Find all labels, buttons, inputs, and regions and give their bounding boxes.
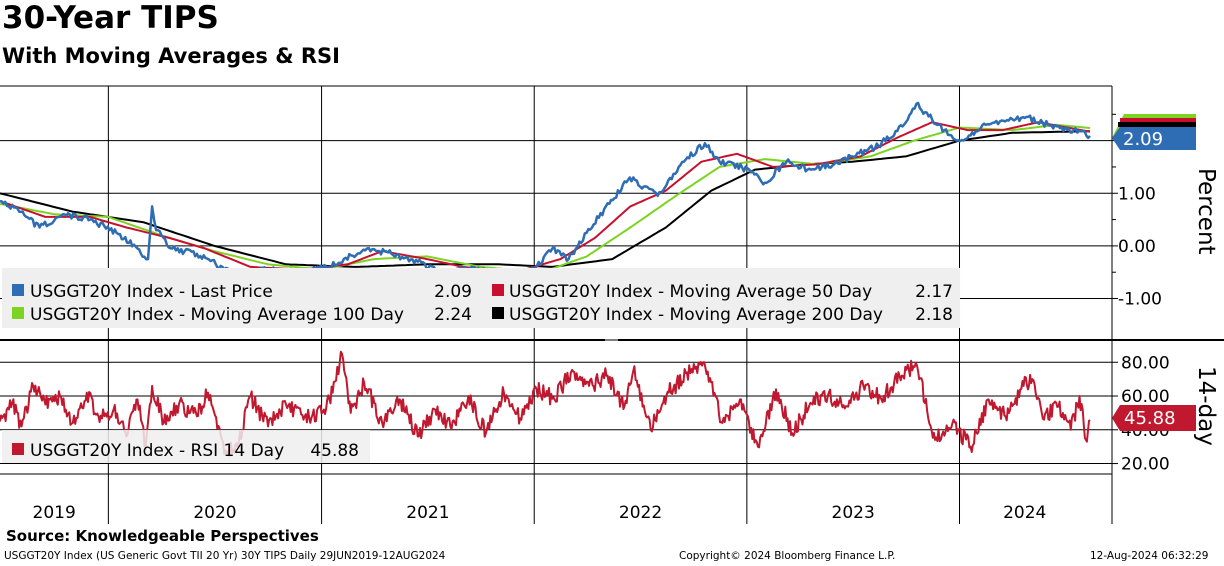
legend-value-ma200: 2.18 [915,305,953,325]
series-line-ma50 [0,121,1091,274]
year-label: 2024 [1003,503,1046,523]
legend-swatch-ma50 [492,284,504,296]
legend-label-rsi: USGGT20Y Index - RSI 14 Day [30,441,284,461]
legend-swatch-rsi [12,443,24,455]
legend-label-last-price: USGGT20Y Index - Last Price [30,282,273,302]
legend-label-ma200: USGGT20Y Index - Moving Average 200 Day [509,305,883,325]
price-series-group [0,101,1091,279]
legend-label-ma100: USGGT20Y Index - Moving Average 100 Day [30,305,404,325]
series-line-ma100 [0,123,1091,274]
rsi-last-value-badge: 45.88 [1112,405,1196,431]
year-label: 2023 [832,503,875,523]
rsi-badge-bg [1112,405,1196,431]
chart-subtitle: With Moving Averages & RSI [2,44,340,68]
price-badge-value: 2.09 [1123,129,1163,150]
year-labels: 2019 2020 2021 2022 2023 2024 [33,503,1047,523]
price-tick-label: 0.00 [1118,237,1156,257]
series-line-last-price [0,101,1091,279]
rsi-badge-value: 45.88 [1124,408,1176,429]
legend-swatch-ma100 [12,307,24,319]
price-tick-label: 1.00 [1118,184,1156,204]
year-label: 2022 [619,503,662,523]
price-axis-title: Percent [1193,168,1219,255]
footer-index-description: USGGT20Y Index (US Generic Govt TII 20 Y… [4,550,446,562]
footer-timestamp: 12-Aug-2024 06:32:29 [1090,550,1209,562]
legend-value-ma100: 2.24 [434,305,472,325]
rsi-tick-label: 20.00 [1121,455,1170,475]
rsi-tick-label: 80.00 [1121,353,1170,373]
series-line-ma200 [0,130,1090,268]
legend-value-last-price: 2.09 [434,282,472,302]
legend-swatch-ma200 [492,307,504,319]
legend-value-rsi: 45.88 [310,441,359,461]
rsi-legend-box [2,430,370,463]
price-tick-label: -1.00 [1118,290,1162,310]
year-label: 2021 [406,503,449,523]
rsi-tick-label: 60.00 [1121,387,1170,407]
source-note: Source: Knowledgeable Perspectives [6,527,319,545]
year-label: 2019 [33,503,76,523]
price-last-value-badge: 2.09 [1112,114,1196,150]
rsi-series-group [0,350,1091,457]
footer-copyright: Copyright© 2024 Bloomberg Finance L.P. [679,550,896,562]
price-legend-box [2,268,960,328]
year-label: 2020 [193,503,236,523]
legend-swatch-last-price [12,284,24,296]
rsi-axis-title: 14-day [1193,366,1219,446]
series-line-rsi [0,350,1091,457]
legend-label-ma50: USGGT20Y Index - Moving Average 50 Day [509,282,872,302]
legend-value-ma50: 2.17 [915,282,953,302]
price-badge-bg [1112,127,1196,150]
chart-title: 30-Year TIPS [2,0,219,36]
